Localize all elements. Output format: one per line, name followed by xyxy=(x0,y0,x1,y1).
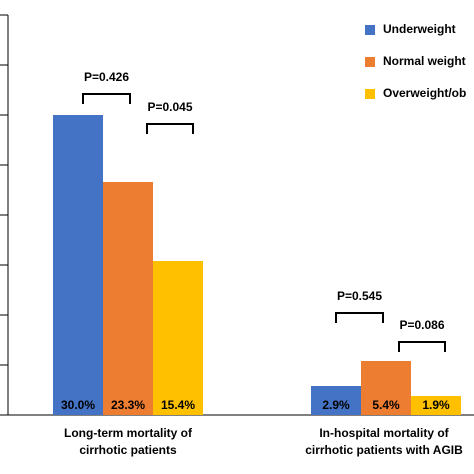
bar xyxy=(103,182,153,415)
legend-label: Underweight xyxy=(383,22,456,36)
legend-swatch xyxy=(365,57,375,67)
bar xyxy=(361,361,411,415)
x-tick-label: Long-term mortality of cirrhotic patient… xyxy=(64,426,192,457)
bracket xyxy=(146,123,194,134)
legend-swatch xyxy=(365,25,375,35)
value-label: 15.4% xyxy=(161,398,195,412)
bar xyxy=(411,396,461,415)
bar xyxy=(311,386,361,415)
annotation: P=0.545 xyxy=(337,289,382,303)
bracket xyxy=(82,93,131,104)
value-label: 30.0% xyxy=(61,398,95,412)
annotation: P=0.086 xyxy=(399,318,444,332)
bar xyxy=(53,115,103,415)
bar xyxy=(153,261,203,415)
legend-swatch xyxy=(365,89,375,99)
bracket xyxy=(335,312,384,323)
value-label: 5.4% xyxy=(372,398,400,412)
legend-label: Normal weight xyxy=(383,54,466,68)
value-label: 1.9% xyxy=(422,398,450,412)
x-tick-label: In-hospital mortality of cirrhotic patie… xyxy=(305,426,463,457)
legend-label: Overweight/ob xyxy=(383,86,466,100)
value-label: 23.3% xyxy=(111,398,145,412)
value-label: 2.9% xyxy=(322,398,350,412)
bracket xyxy=(398,341,446,352)
annotation: P=0.426 xyxy=(84,70,129,84)
annotation: P=0.045 xyxy=(147,100,192,114)
